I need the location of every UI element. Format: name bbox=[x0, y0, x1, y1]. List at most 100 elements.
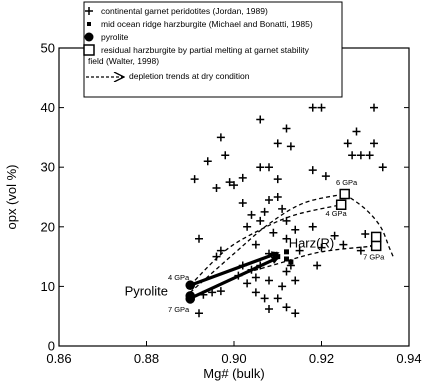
continental-peridotite-point bbox=[216, 246, 225, 255]
depletion-arrow bbox=[189, 256, 280, 300]
continental-peridotite-point bbox=[230, 181, 238, 190]
residual-harzburgite-point bbox=[370, 240, 382, 252]
continental-peridotite-point bbox=[243, 279, 252, 288]
continental-peridotite-point bbox=[265, 305, 273, 314]
depletion-trend-curve bbox=[189, 204, 342, 286]
continental-peridotite-point bbox=[225, 178, 234, 187]
continental-peridotite-point bbox=[265, 276, 273, 285]
continental-peridotite-point bbox=[238, 261, 247, 270]
continental-peridotite-point bbox=[203, 157, 212, 166]
mor-harzburgite-point bbox=[275, 254, 281, 260]
continental-peridotite-point bbox=[286, 142, 295, 151]
continental-peridotite-point bbox=[269, 228, 278, 237]
continental-peridotite-point bbox=[361, 229, 370, 238]
legend-label: continental garnet peridotites (Jordan, … bbox=[101, 6, 268, 16]
continental-peridotite-point bbox=[321, 172, 330, 181]
continental-peridotite-point bbox=[234, 271, 243, 280]
continental-peridotite-point bbox=[308, 166, 317, 175]
continental-peridotite-point bbox=[238, 173, 247, 182]
legend-label: pyrolite bbox=[101, 32, 129, 42]
continental-peridotite-point bbox=[278, 204, 287, 213]
continental-peridotite-point bbox=[317, 103, 326, 112]
continental-peridotite-point bbox=[378, 163, 387, 172]
annotation-label: 4 GPa bbox=[168, 273, 190, 282]
continental-peridotite-point bbox=[251, 273, 260, 282]
continental-peridotite-point bbox=[330, 231, 339, 240]
plus-marker-icon bbox=[85, 7, 93, 15]
continental-peridotite-point bbox=[282, 124, 291, 133]
continental-peridotite-point bbox=[370, 139, 378, 148]
y-tick-label: 10 bbox=[41, 279, 55, 294]
y-axis-title: opx (vol %) bbox=[4, 164, 19, 229]
continental-peridotite-point bbox=[256, 163, 265, 172]
continental-peridotite-point bbox=[265, 195, 273, 204]
continental-peridotite-point bbox=[260, 294, 269, 303]
continental-peridotite-point bbox=[273, 193, 282, 201]
small-square-marker-icon bbox=[87, 22, 91, 26]
depletion-arrow bbox=[189, 251, 280, 287]
y-tick-label: 40 bbox=[41, 100, 55, 115]
continental-peridotite-point bbox=[212, 252, 221, 261]
legend-entry-continental: continental garnet peridotites (Jordan, … bbox=[85, 6, 268, 16]
continental-peridotite-point bbox=[260, 207, 269, 216]
continental-peridotite-point bbox=[273, 294, 282, 303]
legend-entry-trend: depletion trends at dry condition bbox=[86, 71, 250, 81]
x-tick-label: 0.90 bbox=[221, 351, 246, 366]
continental-peridotite-point bbox=[282, 216, 291, 225]
continental-peridotite-point bbox=[282, 267, 291, 276]
x-tick-label: 0.86 bbox=[46, 351, 71, 366]
x-tick-label: 0.92 bbox=[309, 351, 334, 366]
continental-peridotite-point bbox=[291, 309, 300, 318]
continental-peridotite-point bbox=[317, 243, 326, 252]
continental-peridotite-point bbox=[247, 265, 256, 274]
circle-marker-icon bbox=[84, 32, 94, 42]
annotation-label: 7 GPa bbox=[363, 253, 385, 262]
continental-peridotite-point bbox=[251, 288, 260, 297]
depletion-trend-curve bbox=[344, 193, 395, 259]
continental-peridotite-point bbox=[195, 309, 203, 318]
y-tick-label: 50 bbox=[41, 41, 55, 56]
mor-harzburgite-point bbox=[284, 256, 289, 262]
legend-entry-mor: mid ocean ridge harzburgite (Michael and… bbox=[87, 19, 313, 29]
data-points bbox=[185, 103, 387, 318]
legend: continental garnet peridotites (Jordan, … bbox=[83, 1, 343, 98]
continental-peridotite-point bbox=[212, 184, 221, 193]
continental-peridotite-point bbox=[352, 127, 361, 136]
legend-label: depletion trends at dry condition bbox=[129, 71, 250, 81]
mor-harzburgite-point bbox=[284, 249, 289, 255]
continental-peridotite-point bbox=[190, 175, 199, 184]
residual-harzburgite-point bbox=[339, 188, 350, 200]
annotation-label: Pyrolite bbox=[125, 283, 168, 298]
continental-peridotite-point bbox=[308, 103, 317, 112]
continental-peridotite-point bbox=[256, 115, 265, 124]
continental-peridotite-point bbox=[343, 139, 352, 148]
residual-harzburgite-point bbox=[335, 199, 347, 210]
continental-peridotite-point bbox=[308, 222, 317, 231]
continental-peridotite-point bbox=[295, 246, 304, 255]
continental-peridotite-point bbox=[216, 133, 225, 142]
continental-peridotite-point bbox=[208, 288, 217, 297]
plot-area bbox=[58, 47, 410, 347]
y-tick-label: 20 bbox=[41, 219, 55, 234]
annotation-label: 7 GPa bbox=[168, 305, 190, 314]
annotation-label: 6 GPa bbox=[336, 178, 358, 187]
continental-peridotite-point bbox=[265, 163, 273, 172]
continental-peridotite-point bbox=[221, 151, 230, 160]
legend-entry-pyrolite: pyrolite bbox=[84, 32, 129, 42]
legend-box bbox=[83, 1, 343, 98]
annotation-label: Harz(R) bbox=[289, 236, 335, 251]
y-tick-label: 30 bbox=[41, 160, 55, 175]
continental-peridotite-point bbox=[256, 261, 265, 270]
axis-ticks: 0.86 0.88 0.90 0.92 0.94 0 10 20 30 40 50 bbox=[41, 41, 422, 367]
continental-peridotite-point bbox=[282, 303, 291, 312]
continental-peridotite-point bbox=[291, 276, 300, 285]
continental-peridotite-point bbox=[265, 249, 273, 258]
continental-peridotite-point bbox=[370, 103, 378, 112]
continental-peridotite-point bbox=[339, 240, 348, 249]
continental-peridotite-point bbox=[273, 175, 282, 184]
continental-peridotite-point bbox=[256, 216, 265, 225]
annotations: Pyrolite Harz(R) 4 GPa 7 GPa 6 GPa 4 GPa 7 GPa bbox=[125, 178, 386, 314]
residual-harzburgite-point bbox=[370, 231, 382, 243]
legend-entry-residual: residual harzburgite by partial melting … bbox=[83, 44, 310, 66]
